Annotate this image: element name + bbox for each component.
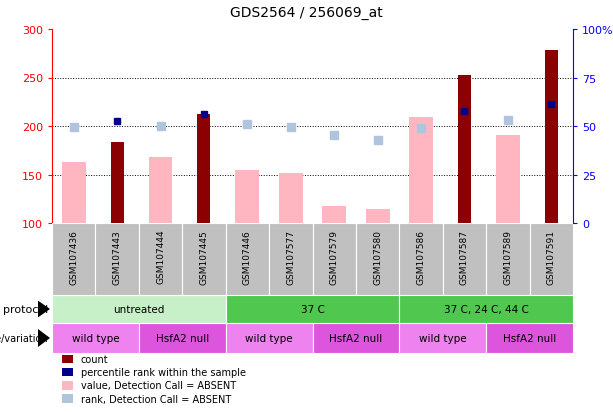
Text: wild type: wild type	[419, 333, 466, 343]
Bar	[443, 223, 486, 295]
Bar	[322, 206, 346, 223]
Bar	[139, 323, 226, 353]
Bar	[458, 76, 471, 223]
Text: genotype/variation: genotype/variation	[0, 333, 48, 343]
Bar	[52, 295, 226, 323]
Text: wild type: wild type	[72, 333, 120, 343]
Text: value, Detection Call = ABSENT: value, Detection Call = ABSENT	[81, 380, 236, 390]
Text: GSM107579: GSM107579	[330, 229, 339, 284]
Text: HsfA2 null: HsfA2 null	[329, 333, 383, 343]
Text: GSM107443: GSM107443	[113, 229, 121, 284]
Bar	[486, 323, 573, 353]
Text: percentile rank within the sample: percentile rank within the sample	[81, 367, 246, 377]
Bar	[182, 223, 226, 295]
Text: count: count	[81, 354, 109, 364]
Text: GSM107577: GSM107577	[286, 229, 295, 284]
Text: rank, Detection Call = ABSENT: rank, Detection Call = ABSENT	[81, 394, 231, 404]
Bar	[226, 323, 313, 353]
Bar	[279, 173, 303, 223]
Bar	[63, 381, 73, 389]
Bar	[197, 115, 210, 223]
Text: GDS2564 / 256069_at: GDS2564 / 256069_at	[230, 6, 383, 20]
Text: GSM107586: GSM107586	[417, 229, 425, 284]
Bar	[496, 135, 520, 223]
Bar	[62, 162, 86, 223]
Text: HsfA2 null: HsfA2 null	[503, 333, 556, 343]
Bar	[409, 118, 433, 223]
Text: GSM107589: GSM107589	[503, 229, 512, 284]
Text: GSM107587: GSM107587	[460, 229, 469, 284]
Bar	[545, 51, 558, 223]
Text: GSM107580: GSM107580	[373, 229, 382, 284]
Bar	[366, 210, 390, 223]
Text: GSM107446: GSM107446	[243, 229, 252, 284]
Bar	[269, 223, 313, 295]
Text: GSM107436: GSM107436	[69, 229, 78, 284]
Bar	[63, 368, 73, 377]
Text: 37 C: 37 C	[300, 304, 324, 314]
Bar	[399, 295, 573, 323]
Bar	[399, 323, 486, 353]
Bar	[313, 223, 356, 295]
Bar	[63, 394, 73, 403]
Bar	[52, 323, 139, 353]
Text: GSM107591: GSM107591	[547, 229, 556, 284]
Bar	[226, 223, 269, 295]
Bar	[530, 223, 573, 295]
Polygon shape	[38, 301, 50, 318]
Text: GSM107445: GSM107445	[199, 229, 208, 284]
Bar	[226, 295, 399, 323]
Text: 37 C, 24 C, 44 C: 37 C, 24 C, 44 C	[444, 304, 528, 314]
Bar	[96, 223, 139, 295]
Bar	[313, 323, 399, 353]
Bar	[110, 142, 124, 223]
Bar	[52, 223, 96, 295]
Text: HsfA2 null: HsfA2 null	[156, 333, 209, 343]
Text: wild type: wild type	[245, 333, 293, 343]
Bar	[235, 170, 259, 223]
Bar	[399, 223, 443, 295]
Bar	[63, 355, 73, 363]
Bar	[486, 223, 530, 295]
Bar	[356, 223, 399, 295]
Text: untreated: untreated	[113, 304, 164, 314]
Text: protocol: protocol	[2, 304, 48, 314]
Bar	[148, 158, 172, 223]
Bar	[139, 223, 182, 295]
Polygon shape	[38, 329, 50, 347]
Text: GSM107444: GSM107444	[156, 229, 165, 284]
